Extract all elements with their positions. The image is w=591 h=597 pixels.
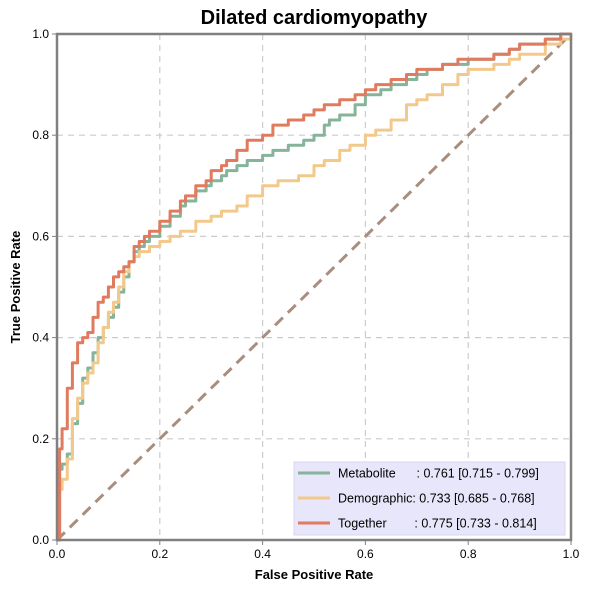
y-tick-label-4: 0.8 [32,128,49,142]
legend-label-demographic: Demographic: 0.733 [0.685 - 0.768] [338,492,535,506]
legend-box [293,461,566,536]
ticks: 0.0 0.2 0.4 0.6 0.8 1.0 0.0 0.2 0.4 0.6 0.8 1.0 [32,27,579,561]
y-tick-label-3: 0.6 [32,229,49,243]
x-tick-label-4: 0.8 [460,547,477,561]
chart-title: Dilated cardiomyopathy [201,7,429,29]
x-tick-label-3: 0.6 [357,547,374,561]
x-tick-label-1: 0.2 [151,547,168,561]
series-line-together [57,32,571,542]
series-line-metabolite [57,32,571,542]
legend: Metabolite : 0.761 [0.715 - 0.799] Demogr… [293,461,566,536]
x-tick-label-0: 0.0 [49,547,66,561]
legend-label-metabolite: Metabolite : 0.761 [0.715 - 0.799] [338,467,539,481]
x-axis-label: False Positive Rate [255,567,374,582]
legend-label-together: Together : 0.775 [0.733 - 0.814] [338,517,537,531]
x-tick-label-2: 0.4 [254,547,271,561]
y-tick-label-2: 0.4 [32,331,49,345]
chance-line-layer [55,32,573,542]
series-line-demographic [57,34,573,542]
y-tick-label-0: 0.0 [32,533,49,547]
y-axis-label: True Positive Rate [8,231,23,344]
y-tick-label-5: 1.0 [32,27,49,41]
diagonal-chance-line [55,32,573,542]
plot-frame [55,32,573,542]
x-tick-label-5: 1.0 [563,547,580,561]
series-layer [57,32,573,542]
y-tick-label-1: 0.2 [32,432,49,446]
